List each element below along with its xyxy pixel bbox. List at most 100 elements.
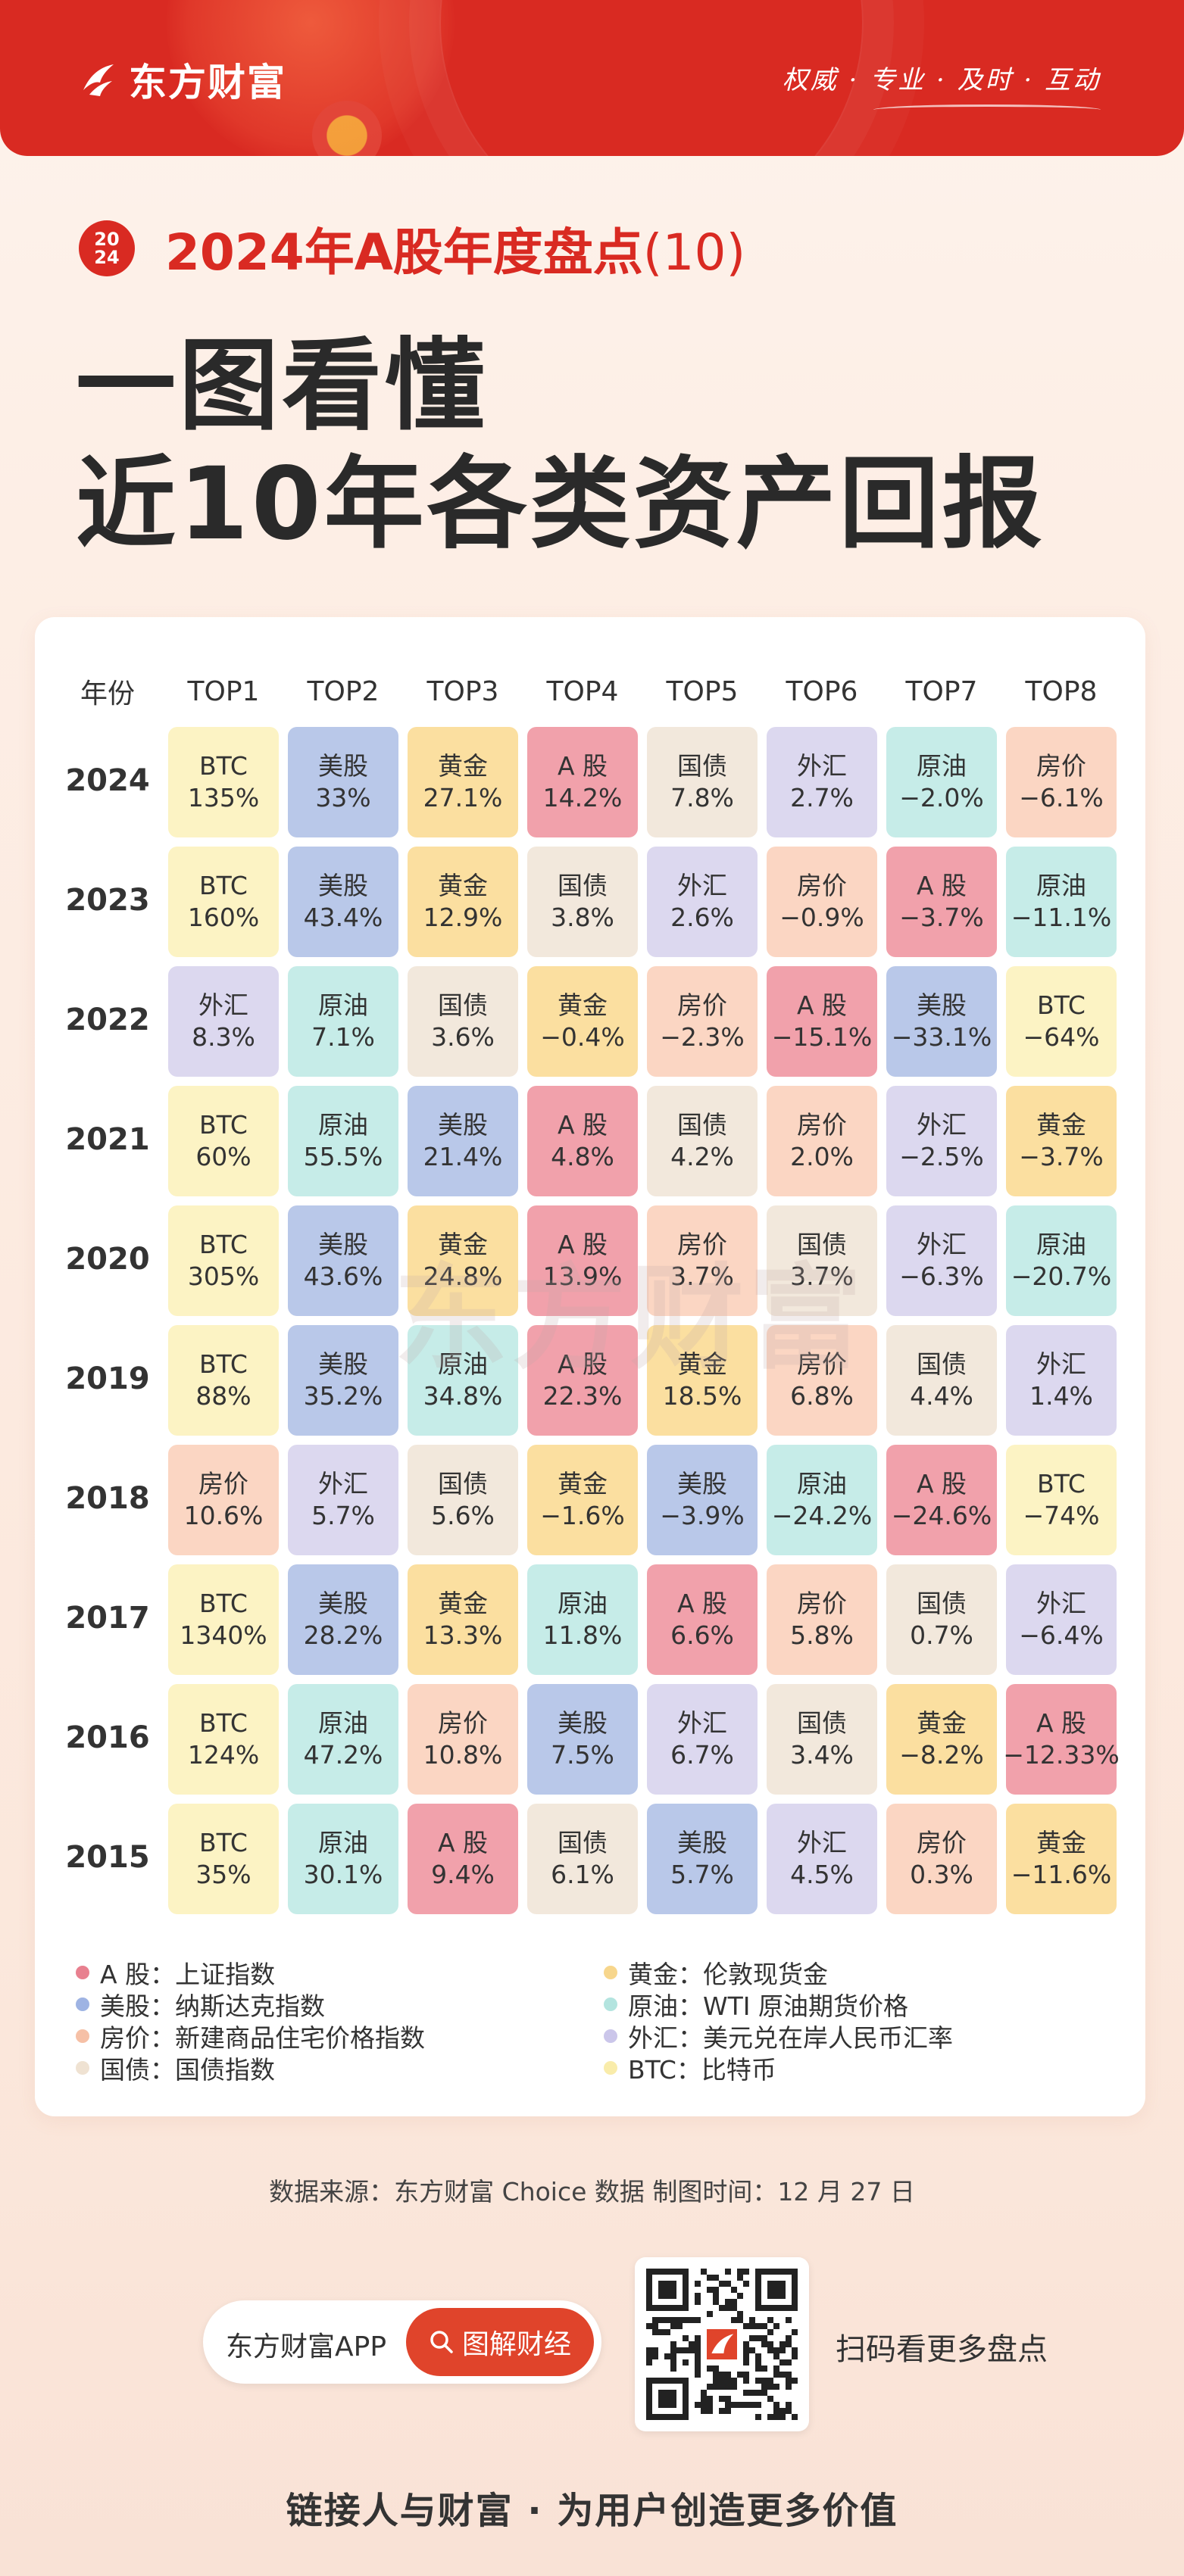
asset-return: 18.5% [662, 1381, 742, 1411]
asset-cell: 黄金 12.9% [408, 847, 518, 957]
asset-name: BTC [1037, 1469, 1086, 1499]
brand-name: 东方财富 [129, 61, 286, 104]
asset-name: 国债 [438, 1469, 488, 1499]
asset-cell: 黄金 −0.4% [527, 966, 638, 1077]
asset-cell: A 股 14.2% [527, 727, 638, 837]
asset-return: −24.2% [771, 1501, 873, 1530]
asset-cell: 原油 −24.2% [767, 1445, 877, 1555]
asset-return: −6.4% [1019, 1620, 1104, 1650]
asset-return: 12.9% [423, 903, 503, 932]
asset-cell: 房价 −0.9% [767, 847, 877, 957]
asset-name: 国债 [797, 1708, 847, 1738]
asset-name: 黄金 [438, 1230, 488, 1259]
asset-return: 124% [187, 1740, 260, 1770]
rank-header-5: TOP5 [666, 675, 739, 707]
asset-name: 黄金 [558, 1469, 608, 1499]
asset-name: 国债 [677, 1110, 727, 1140]
asset-cell: 美股 −3.9% [647, 1445, 758, 1555]
asset-return: 2.0% [790, 1142, 854, 1171]
asset-cell: 原油 34.8% [408, 1325, 518, 1436]
legend-dot [76, 1966, 89, 1979]
asset-return: 5.6% [431, 1501, 495, 1530]
qr-caption: 扫码看更多盘点 [836, 2332, 1048, 2367]
legend-item: A 股：上证指数 [76, 1957, 276, 1989]
asset-name: 美股 [917, 990, 967, 1020]
asset-return: 28.2% [303, 1620, 383, 1650]
headline-line-1: 一图看懂 [76, 328, 488, 444]
asset-name: 外汇 [917, 1110, 967, 1140]
asset-name: 原油 [318, 1110, 368, 1140]
asset-return: 3.7% [790, 1261, 854, 1291]
asset-return: 34.8% [423, 1381, 503, 1411]
brand-logo[interactable]: 东方财富 [79, 53, 286, 106]
app-label: 东方财富APP [226, 2331, 387, 2362]
asset-name: 房价 [797, 1589, 847, 1618]
asset-return: 2.7% [790, 783, 854, 812]
asset-return: 30.1% [303, 1860, 383, 1889]
legend-text: 美股：纳斯达克指数 [100, 1991, 325, 2021]
asset-cell: A 股 13.9% [527, 1205, 638, 1316]
asset-return: 6.8% [790, 1381, 854, 1411]
qr-code[interactable] [635, 2257, 809, 2431]
asset-cell: BTC 305% [168, 1205, 279, 1316]
asset-cell: 房价 5.8% [767, 1564, 877, 1675]
legend-text: A 股：上证指数 [100, 1960, 276, 1989]
asset-return: 7.8% [670, 783, 734, 812]
asset-return: 135% [187, 783, 260, 812]
asset-cell: 房价 2.0% [767, 1086, 877, 1196]
asset-return: −33.1% [891, 1022, 992, 1052]
asset-return: 47.2% [303, 1740, 383, 1770]
asset-name: 原油 [318, 1828, 368, 1857]
asset-cell: 国债 3.6% [408, 966, 518, 1077]
asset-name: BTC [199, 1110, 248, 1140]
asset-cell: 美股 5.7% [647, 1804, 758, 1914]
asset-name: 美股 [318, 871, 368, 900]
asset-return: 10.6% [183, 1501, 264, 1530]
asset-cell: BTC 160% [168, 847, 279, 957]
asset-return: 6.7% [670, 1740, 734, 1770]
asset-cell: 外汇 2.7% [767, 727, 877, 837]
asset-cell: 原油 55.5% [288, 1086, 398, 1196]
asset-name: 外汇 [198, 990, 248, 1020]
asset-return: 22.3% [542, 1381, 623, 1411]
asset-cell: 美股 28.2% [288, 1564, 398, 1675]
asset-cell: 美股 −33.1% [886, 966, 997, 1077]
asset-name: 黄金 [438, 1589, 488, 1618]
asset-cell: 黄金 13.3% [408, 1564, 518, 1675]
asset-cell: A 股 6.6% [647, 1564, 758, 1675]
asset-cell: 黄金 −3.7% [1006, 1086, 1117, 1196]
asset-cell: 美股 7.5% [527, 1684, 638, 1795]
asset-name: 国债 [677, 751, 727, 781]
asset-name: A 股 [796, 990, 848, 1020]
asset-cell: A 股 −3.7% [886, 847, 997, 957]
asset-cell: 房价 −2.3% [647, 966, 758, 1077]
asset-name: A 股 [557, 1230, 608, 1259]
legend-text: 黄金：伦敦现货金 [628, 1960, 828, 1989]
asset-return: 43.6% [303, 1261, 383, 1291]
asset-return: −1.6% [540, 1501, 625, 1530]
asset-cell: 外汇 1.4% [1006, 1325, 1117, 1436]
app-search-bar[interactable]: 东方财富APP 图解财经 [203, 2300, 601, 2384]
year-badge-bottom: 24 [94, 247, 120, 268]
asset-cell: 外汇 −6.4% [1006, 1564, 1117, 1675]
asset-name: 黄金 [438, 751, 488, 781]
asset-name: 美股 [438, 1110, 488, 1140]
asset-name: 原油 [1036, 1230, 1086, 1259]
asset-name: 美股 [318, 751, 368, 781]
asset-cell: A 股 −15.1% [767, 966, 877, 1077]
asset-name: A 股 [557, 1349, 608, 1379]
asset-name: 外汇 [677, 1708, 727, 1738]
asset-return: 2.6% [670, 903, 734, 932]
asset-return: −2.5% [899, 1142, 984, 1171]
year-label: 2019 [65, 1361, 150, 1396]
asset-return: 0.3% [910, 1860, 973, 1889]
asset-return: 4.8% [551, 1142, 614, 1171]
asset-return: 5.8% [790, 1620, 854, 1650]
asset-name: 国债 [917, 1589, 967, 1618]
qr-code-image [646, 2269, 798, 2420]
watermark: 东方财富 [394, 1253, 867, 1385]
search-button[interactable]: 图解财经 [406, 2308, 594, 2376]
asset-return: 0.7% [910, 1620, 973, 1650]
year-label: 2020 [65, 1242, 150, 1277]
asset-cell: 房价 10.6% [168, 1445, 279, 1555]
